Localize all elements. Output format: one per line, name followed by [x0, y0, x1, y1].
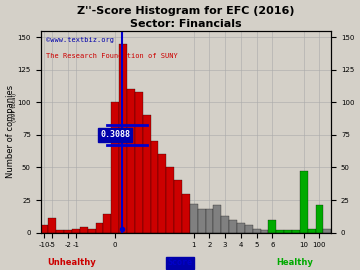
Bar: [150, 141, 158, 232]
Bar: [261, 230, 268, 232]
Bar: [300, 171, 308, 232]
Bar: [206, 209, 213, 232]
Bar: [48, 218, 56, 232]
Bar: [135, 92, 143, 232]
Text: Healthy: Healthy: [276, 258, 313, 267]
Y-axis label: Number of companies: Number of companies: [5, 85, 14, 178]
Bar: [237, 223, 245, 232]
Text: (997 total): (997 total): [12, 93, 17, 122]
Bar: [41, 225, 48, 232]
Bar: [284, 230, 292, 232]
Bar: [111, 102, 119, 232]
Bar: [72, 229, 80, 232]
Bar: [95, 223, 103, 232]
Bar: [245, 225, 253, 232]
Bar: [64, 230, 72, 232]
Bar: [190, 204, 198, 232]
Bar: [253, 229, 261, 232]
Bar: [221, 216, 229, 232]
Text: The Research Foundation of SUNY: The Research Foundation of SUNY: [46, 53, 178, 59]
Bar: [80, 227, 88, 232]
Bar: [103, 214, 111, 232]
Text: ©www.textbiz.org: ©www.textbiz.org: [46, 37, 114, 43]
Text: Unhealthy: Unhealthy: [47, 258, 95, 267]
Bar: [166, 167, 174, 232]
Bar: [308, 229, 315, 232]
Bar: [213, 205, 221, 232]
Text: Score: Score: [167, 258, 193, 267]
Text: 0.3088: 0.3088: [100, 130, 130, 140]
Bar: [88, 229, 95, 232]
Title: Z''-Score Histogram for EFC (2016)
Sector: Financials: Z''-Score Histogram for EFC (2016) Secto…: [77, 6, 294, 29]
Bar: [229, 220, 237, 232]
Bar: [292, 230, 300, 232]
Bar: [276, 230, 284, 232]
Bar: [315, 205, 323, 232]
Bar: [127, 89, 135, 232]
Bar: [158, 154, 166, 232]
Bar: [56, 230, 64, 232]
Bar: [182, 194, 190, 232]
Bar: [119, 44, 127, 232]
Bar: [143, 116, 150, 232]
Bar: [174, 181, 182, 232]
Bar: [323, 229, 331, 232]
Bar: [198, 209, 206, 232]
Bar: [268, 220, 276, 232]
